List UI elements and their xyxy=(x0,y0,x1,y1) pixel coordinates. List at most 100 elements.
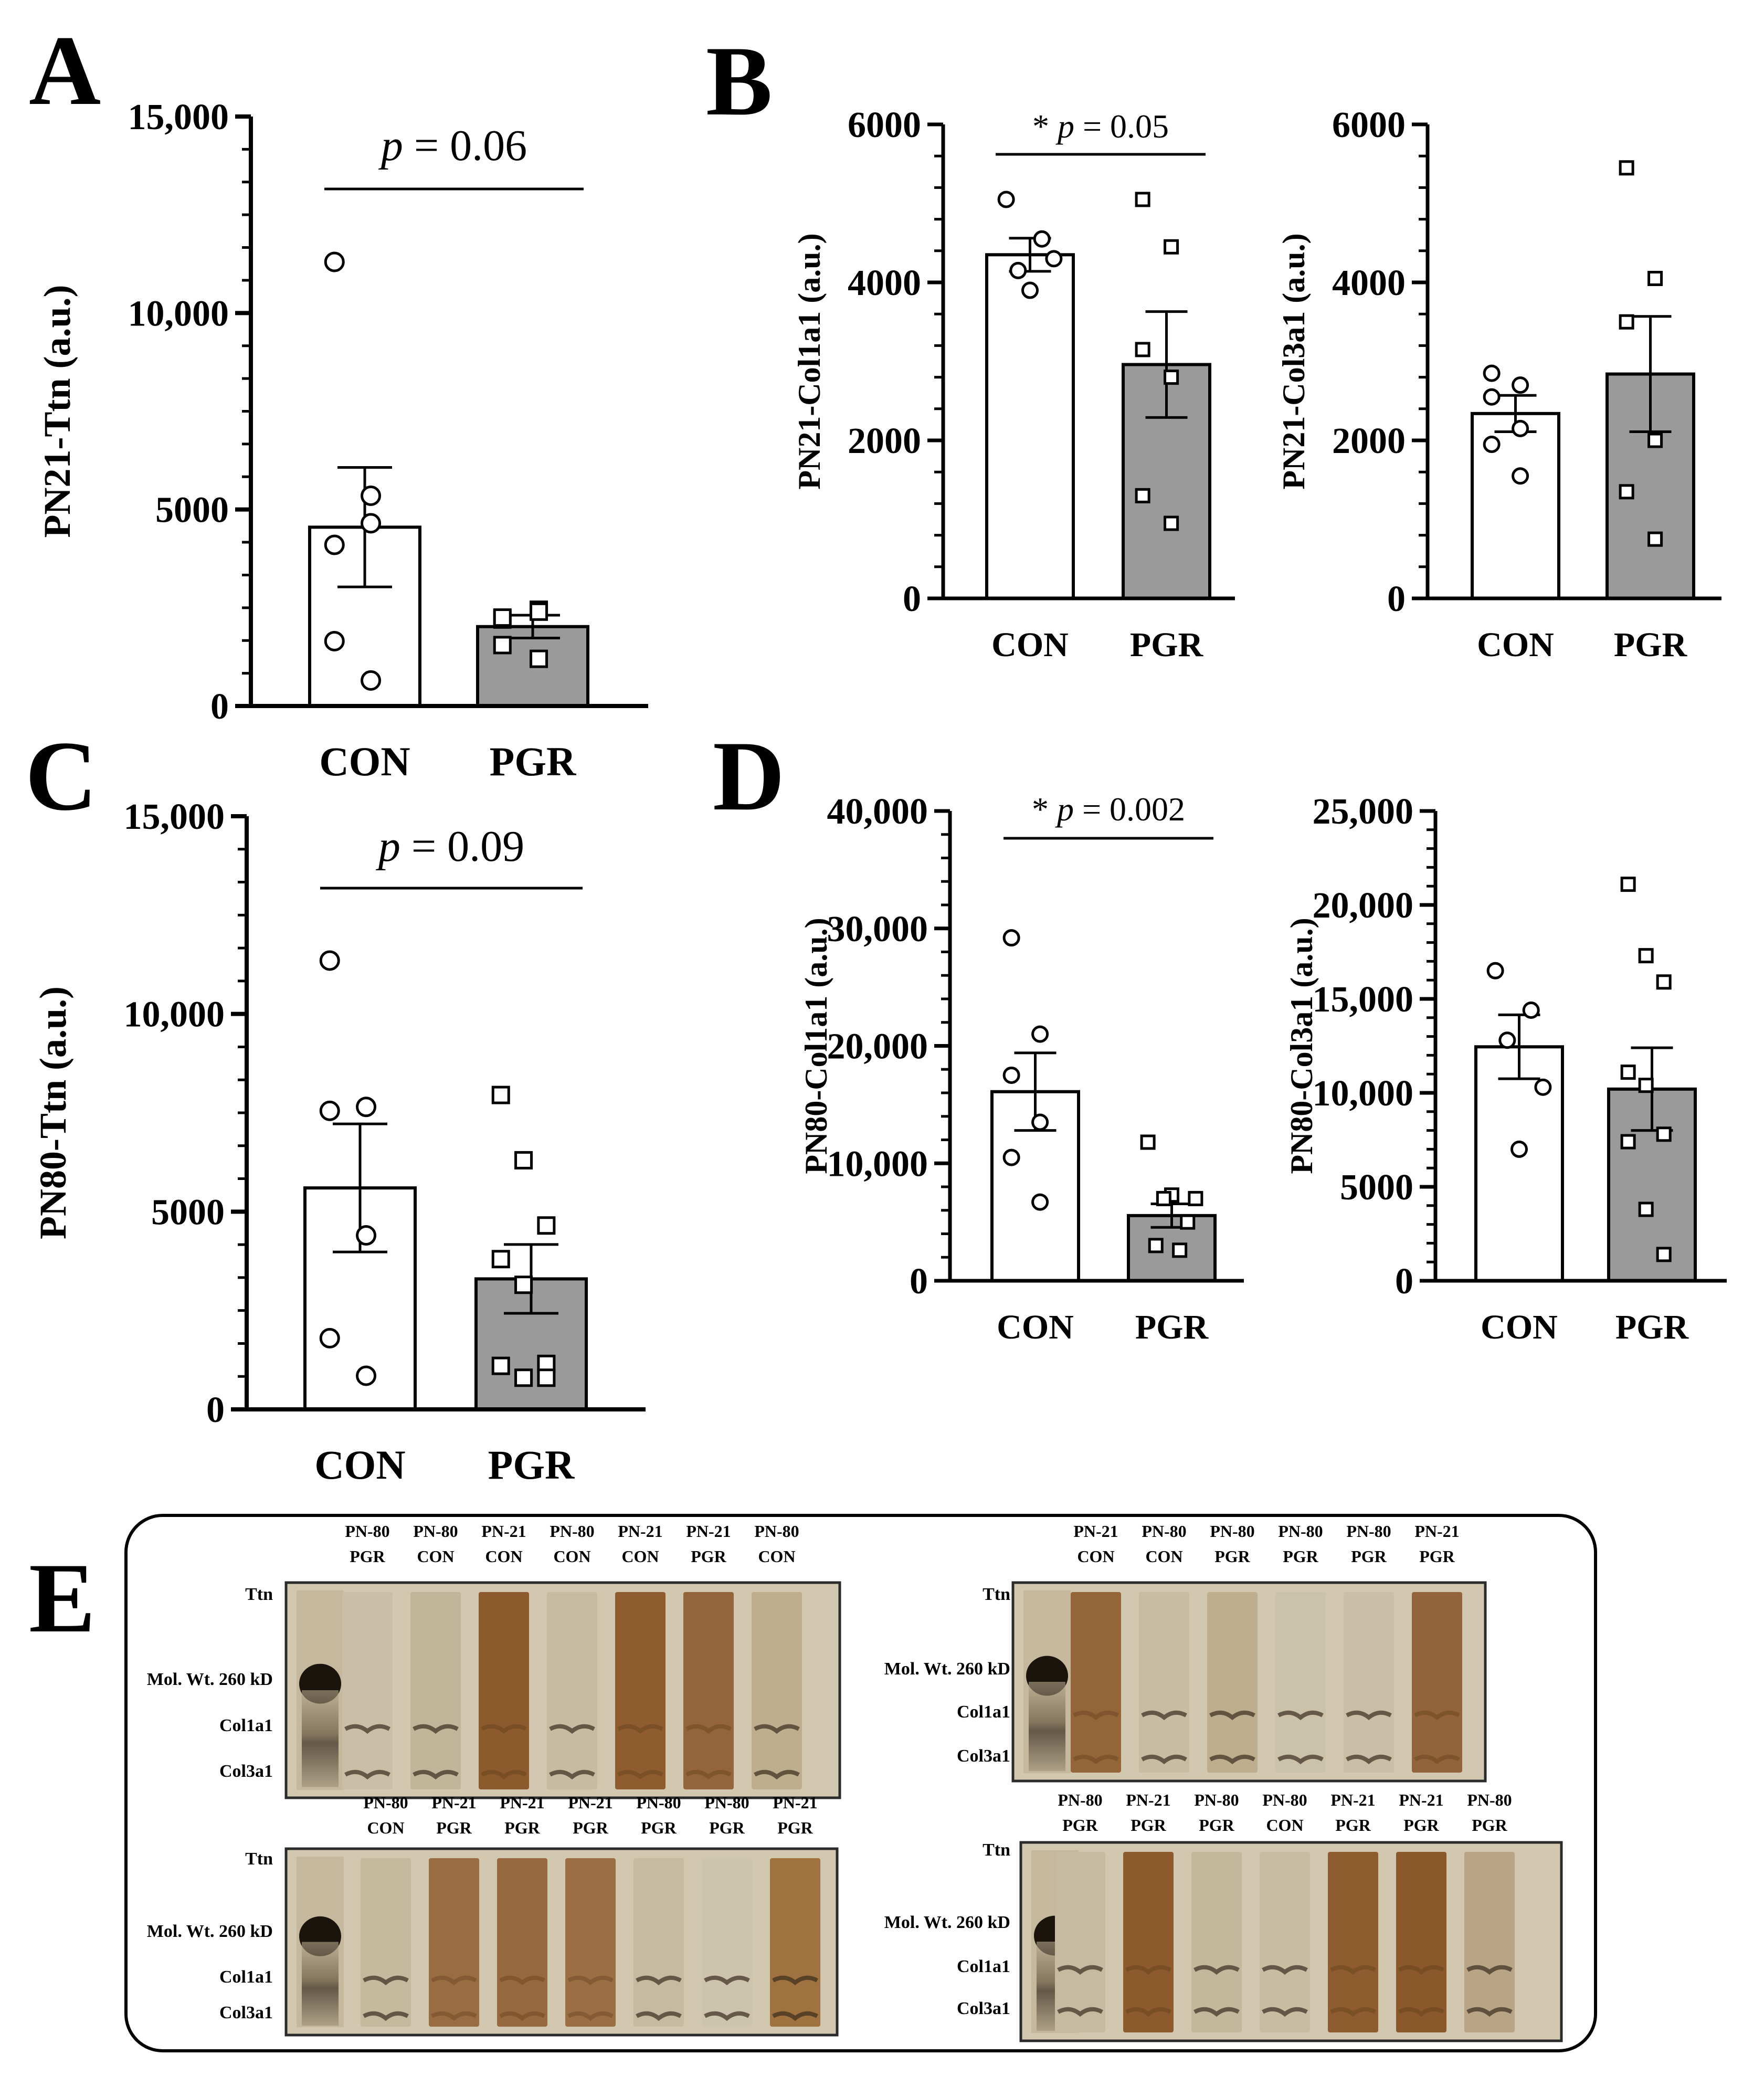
point-con xyxy=(997,191,1015,208)
y-tick-label: 6000 xyxy=(848,105,921,145)
point-con xyxy=(356,1365,377,1386)
y-tick-label: 5000 xyxy=(1340,1167,1413,1208)
point-con xyxy=(361,485,382,506)
gel-lane xyxy=(479,1592,529,1789)
lane-label-age: PN-80 xyxy=(363,1793,408,1812)
gel-lane xyxy=(1464,1852,1515,2032)
gel-row-label: Ttn xyxy=(983,1585,1010,1604)
point-pgr xyxy=(514,1276,533,1294)
lane-label-group: PGR xyxy=(691,1547,726,1566)
point-pgr xyxy=(1620,877,1636,892)
point-pgr xyxy=(491,1250,510,1269)
gel-row-label: Col1a1 xyxy=(957,1957,1010,1976)
point-pgr xyxy=(514,1151,533,1169)
p-value-label: * p = 0.05 xyxy=(1032,108,1169,145)
chart-c-pn80-ttn: 0 5000 10,000 15,000 CON PGR PN80-Ttn (a.u.) p … xyxy=(32,797,646,1488)
panel-label-a: A xyxy=(29,16,101,126)
y-axis-label: PN21-Col1a1 (a.u.) xyxy=(792,233,827,489)
lane-label-group: CON xyxy=(1145,1547,1182,1566)
point-pgr xyxy=(1164,515,1179,531)
point-pgr xyxy=(1638,948,1654,964)
point-pgr xyxy=(1135,342,1150,357)
point-pgr xyxy=(1164,239,1179,255)
gel-lane xyxy=(1412,1592,1462,1773)
point-pgr xyxy=(1647,531,1663,547)
chart-d-pn80-col3a1: 0 5000 10,000 15,000 20,000 25,000 CON PGR PN80-… xyxy=(1284,792,1727,1346)
point-con xyxy=(324,251,345,272)
gel-lane xyxy=(1139,1592,1189,1773)
point-pgr xyxy=(1135,192,1150,207)
gel-lane xyxy=(1328,1852,1378,2032)
gel-lane xyxy=(1191,1852,1242,2032)
y-tick-label: 4000 xyxy=(1332,263,1406,303)
gel-row-label: Ttn xyxy=(983,1840,1010,1860)
point-pgr xyxy=(1188,1190,1203,1206)
point-pgr xyxy=(1656,1247,1672,1262)
x-category-label: CON xyxy=(1477,626,1554,664)
y-tick-label: 25,000 xyxy=(1313,792,1414,832)
lane-label-age: PN-80 xyxy=(345,1522,389,1541)
gel-lane xyxy=(1275,1592,1326,1773)
point-pgr xyxy=(514,1368,533,1387)
x-category-label: PGR xyxy=(1615,1308,1689,1346)
gel-lane xyxy=(752,1592,802,1789)
point-pgr xyxy=(1156,1190,1171,1206)
y-axis-label: PN80-Col1a1 (a.u.) xyxy=(799,918,833,1174)
y-axis-label: PN80-Col3a1 (a.u.) xyxy=(1284,918,1319,1174)
point-con xyxy=(1031,1113,1049,1131)
point-con xyxy=(319,1327,340,1348)
point-con xyxy=(1522,1001,1540,1019)
lane-label-age: PN-21 xyxy=(1073,1522,1118,1541)
x-category-label: PGR xyxy=(1614,626,1688,664)
bar-con xyxy=(985,253,1075,600)
point-pgr xyxy=(1140,1134,1156,1150)
y-axis-label: PN21-Ttn (a.u.) xyxy=(36,285,78,538)
gel-lane xyxy=(1207,1592,1258,1773)
lane-label-age: PN-21 xyxy=(1126,1790,1170,1809)
gel-row-label: Mol. Wt. 260 kD xyxy=(884,1913,1010,1932)
gel-lane xyxy=(1344,1592,1394,1773)
point-pgr xyxy=(1135,488,1150,503)
point-con xyxy=(1045,250,1063,268)
lane-label-age: PN-80 xyxy=(1278,1522,1323,1541)
p-value-label: p = 0.09 xyxy=(376,822,524,871)
x-category-label: CON xyxy=(1481,1308,1558,1346)
lane-label-group: PGR xyxy=(1062,1816,1098,1835)
lane-label-age: PN-21 xyxy=(1399,1790,1443,1809)
point-con xyxy=(1512,419,1529,437)
y-tick-label: 0 xyxy=(1395,1261,1413,1302)
lane-label-age: PN-80 xyxy=(1262,1790,1307,1809)
lane-label-age: PN-80 xyxy=(1346,1522,1391,1541)
x-category-label: CON xyxy=(314,1442,405,1488)
gel-row-label: Col1a1 xyxy=(219,1967,273,1987)
lane-label-group: PGR xyxy=(1335,1816,1371,1835)
lane-label-group: PGR xyxy=(1472,1816,1507,1835)
y-tick-label: 10,000 xyxy=(128,293,229,334)
gel-row-label: Col1a1 xyxy=(219,1716,273,1735)
point-con xyxy=(1512,376,1529,394)
y-tick-label: 20,000 xyxy=(1313,886,1414,926)
point-con xyxy=(1031,1193,1049,1211)
x-category-label: PGR xyxy=(490,739,577,784)
lane-label-age: PN-80 xyxy=(1142,1522,1186,1541)
lane-label-age: PN-21 xyxy=(568,1793,612,1812)
gel-lane xyxy=(410,1592,461,1789)
point-con xyxy=(1483,436,1501,454)
point-con xyxy=(1483,364,1501,382)
chart-d-pn80-col1a1: 0 10,000 20,000 30,000 40,000 CON PGR PN80-Col1… xyxy=(799,791,1244,1346)
gel-panel-frame xyxy=(124,1514,1597,2052)
point-pgr xyxy=(1620,1065,1636,1080)
chart-b-pn21-col3a1: 0 2000 4000 6000 CON PGR PN21-Col3a1 (a.u.) xyxy=(1276,105,1721,664)
gel-image-2: PN-21 CON PN-80 CON PN-80 PGR PN-80 PGR PN-80 PGR… xyxy=(884,1522,1487,1783)
chart-a-pn21-ttn: 0 5000 10,000 15,000 CON PGR PN21-Ttn (a.u.) p … xyxy=(36,97,648,784)
gel-lane xyxy=(1396,1852,1446,2032)
y-tick-label: 20,000 xyxy=(827,1027,928,1067)
gel-lane xyxy=(361,1858,411,2027)
y-tick-label: 10,000 xyxy=(1313,1073,1414,1114)
point-pgr xyxy=(1180,1214,1196,1230)
gel-lane xyxy=(770,1858,820,2027)
y-tick-label: 5000 xyxy=(151,1192,225,1232)
lane-label-group: PGR xyxy=(1403,1816,1439,1835)
gel-row-label: Ttn xyxy=(245,1849,273,1869)
